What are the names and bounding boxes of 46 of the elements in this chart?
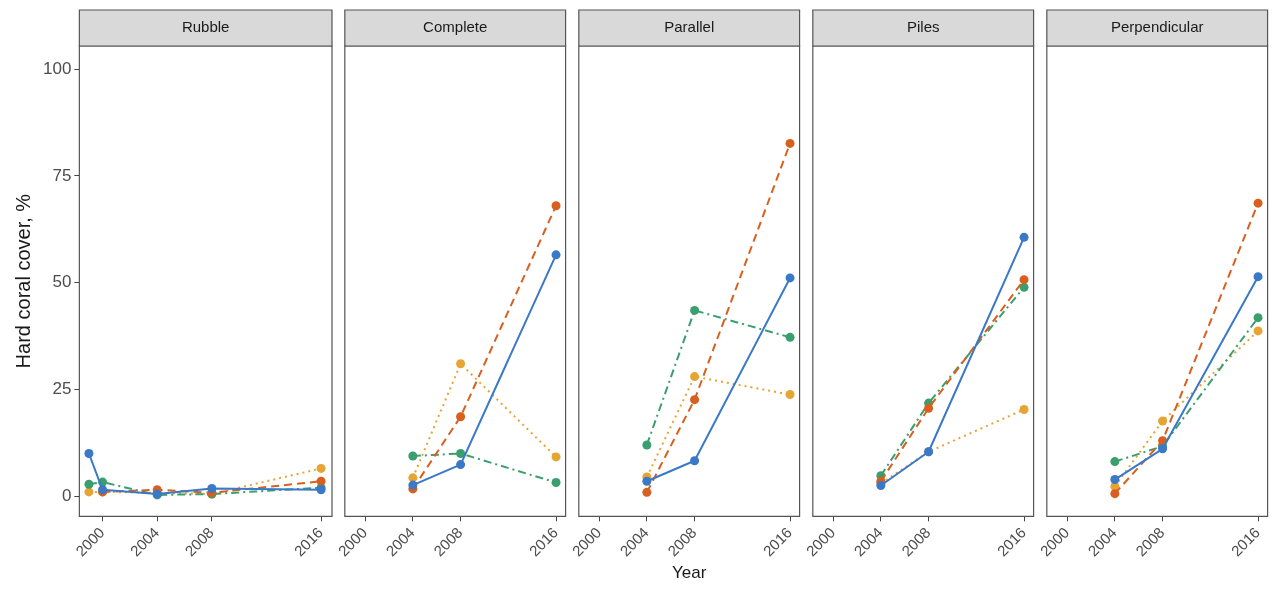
point (1019, 232, 1029, 242)
chart-title: Rubble (181, 18, 230, 36)
y-tick-label: 75 (52, 165, 72, 185)
point (551, 478, 561, 488)
point (551, 452, 561, 462)
point (642, 476, 652, 486)
y-tick-label: 0 (61, 485, 72, 505)
point (456, 448, 466, 458)
x-axis-title: Year (672, 563, 707, 583)
point (690, 372, 700, 382)
point (1253, 326, 1263, 336)
point (1253, 272, 1263, 282)
y-axis-title: Hard coral cover, % (11, 193, 34, 369)
point (456, 460, 466, 470)
y-tick-label: 25 (52, 379, 72, 399)
point (785, 332, 795, 342)
chart-title: Complete (423, 18, 488, 36)
point (690, 305, 700, 315)
point (408, 451, 418, 461)
chart-title: Perpendicular (1110, 18, 1204, 36)
point (1110, 475, 1120, 485)
point (1253, 198, 1263, 208)
point (408, 473, 418, 483)
chart-title: Piles (906, 18, 940, 36)
point (785, 138, 795, 148)
point (456, 412, 466, 422)
point (1110, 457, 1120, 467)
point (1019, 275, 1029, 285)
point (690, 456, 700, 466)
y-tick-label: 50 (52, 272, 72, 292)
point (642, 440, 652, 450)
point (785, 390, 795, 400)
chart-title: Parallel (664, 18, 715, 36)
point (551, 250, 561, 260)
point (785, 273, 795, 283)
point (924, 403, 934, 413)
point (456, 359, 466, 369)
point (551, 201, 561, 211)
point (1110, 489, 1120, 499)
point (408, 480, 418, 490)
point (1253, 313, 1263, 323)
y-tick-label: 100 (42, 58, 72, 78)
point (642, 487, 652, 497)
point (1019, 404, 1029, 414)
point (1158, 416, 1168, 426)
point (690, 395, 700, 405)
